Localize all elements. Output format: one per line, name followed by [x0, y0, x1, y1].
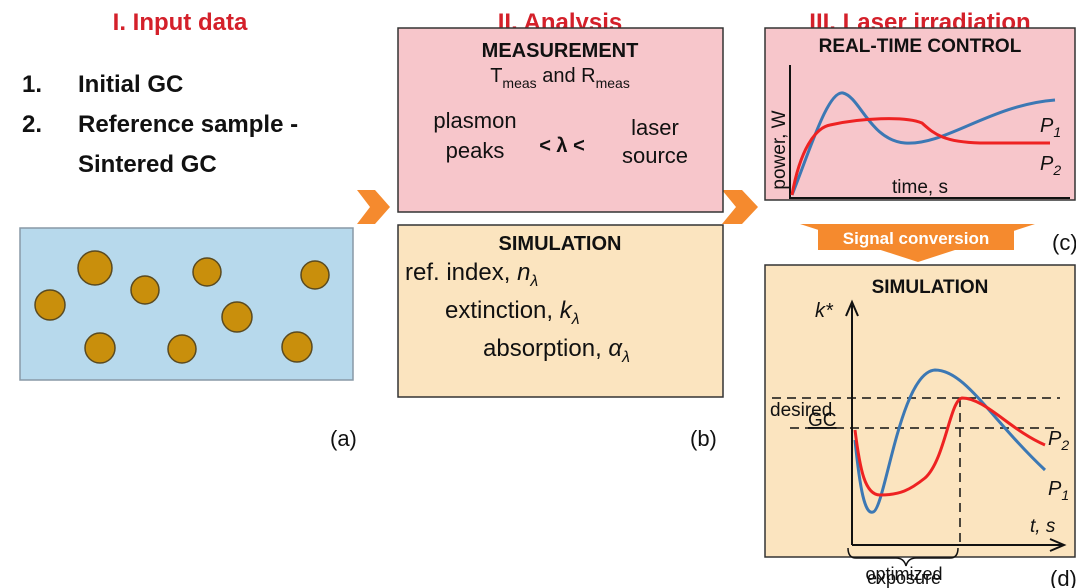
- and-r: and R: [537, 65, 596, 87]
- t: ref. index,: [405, 259, 517, 286]
- panel-label: (d): [1050, 566, 1076, 588]
- panel-label: (c): [1052, 230, 1076, 255]
- sub: 1: [1061, 487, 1069, 503]
- opt1: optimized: [865, 564, 942, 584]
- box-title: MEASUREMENT: [482, 40, 639, 62]
- y-label: k*: [815, 300, 834, 322]
- t: P: [1040, 153, 1054, 175]
- peaks: peaks: [446, 138, 505, 163]
- item: Sintered GC: [78, 151, 217, 178]
- measurement-box: [397, 27, 724, 213]
- sub: 1: [1053, 124, 1061, 140]
- box-title: SIMULATION: [872, 277, 989, 298]
- curve-p1: [790, 91, 1056, 196]
- simulation-box: [397, 224, 724, 398]
- sub: 2: [1060, 437, 1069, 453]
- laser: laser: [631, 115, 679, 140]
- sub: 2: [1052, 162, 1061, 178]
- x-label: t, s: [1030, 516, 1056, 537]
- signal-band: [818, 226, 1014, 250]
- input-list: 1. Initial GC 2. Reference sample - Sint…: [22, 71, 298, 178]
- p2: P2: [1040, 153, 1061, 178]
- ref-index: ref. index, nλ: [405, 259, 538, 290]
- p1: P1: [1048, 478, 1069, 503]
- t: P: [1040, 115, 1054, 137]
- p2: P2: [1048, 428, 1069, 453]
- opt2: exposure: [867, 568, 941, 588]
- box-title: SIMULATION: [499, 233, 622, 255]
- sub: λ: [621, 349, 630, 366]
- t: P: [1048, 428, 1062, 450]
- sym: k: [560, 297, 574, 324]
- panel-label: (b): [690, 426, 717, 451]
- axes: [789, 65, 1070, 199]
- absorption: absorption, αλ: [483, 335, 630, 366]
- measure-line: Tmeas and Rmeas: [490, 65, 630, 91]
- box-title: REAL-TIME CONTROL: [819, 36, 1022, 57]
- t: extinction,: [445, 297, 560, 324]
- header: I. Input data: [113, 9, 248, 36]
- sub: λ: [529, 273, 538, 290]
- particles: [34, 250, 330, 364]
- arrow: [722, 190, 758, 224]
- sub: meas: [502, 75, 536, 91]
- num: 2.: [22, 111, 42, 138]
- sub: λ: [571, 311, 580, 328]
- gc: GC: [808, 410, 837, 431]
- arrow: [357, 190, 390, 224]
- p1: P1: [1040, 115, 1061, 140]
- brace: [847, 547, 959, 567]
- item: Initial GC: [78, 71, 183, 98]
- extinction: extinction, kλ: [445, 297, 580, 328]
- axes: [845, 299, 1067, 552]
- x-label: time, s: [892, 177, 948, 198]
- sym: n: [517, 259, 530, 286]
- sub: meas: [596, 75, 630, 91]
- panel-label: (a): [330, 426, 357, 451]
- source: source: [622, 143, 688, 168]
- t: T: [490, 65, 502, 87]
- item: Reference sample -: [78, 111, 298, 138]
- desired: desired: [770, 400, 832, 421]
- curve-p2: [790, 117, 1050, 196]
- control-box: [764, 27, 1076, 201]
- simulation-d-box: [764, 264, 1076, 558]
- t: absorption,: [483, 335, 608, 362]
- curve-p2: [853, 396, 1046, 497]
- curve-p1: [853, 368, 1047, 514]
- signal-label: Signal conversion: [843, 229, 989, 248]
- y-label: power, W: [769, 110, 790, 189]
- num: 1.: [22, 71, 42, 98]
- t: P: [1048, 478, 1062, 500]
- sym: α: [608, 335, 623, 362]
- lambda: < λ <: [539, 135, 585, 157]
- plasmon: plasmon: [433, 108, 516, 133]
